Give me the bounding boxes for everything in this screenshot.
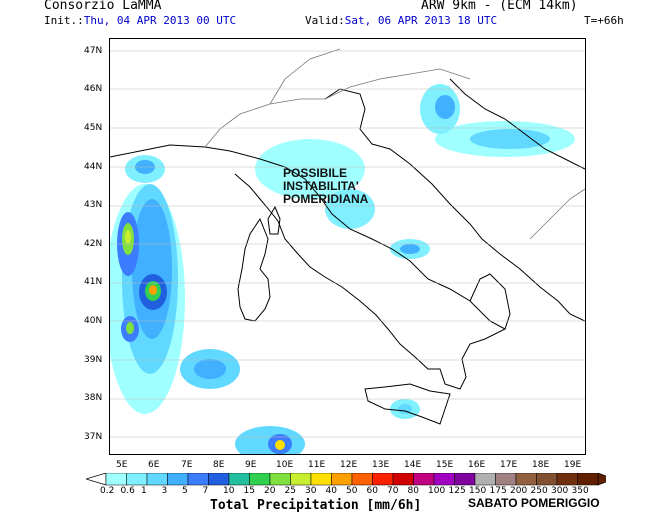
init-date: Thu, 04 APR 2013 00 UTC bbox=[83, 14, 237, 27]
colorbar-label: 3 bbox=[161, 486, 168, 496]
colorbar-label: 350 bbox=[571, 486, 589, 496]
colorbar-label: 60 bbox=[366, 486, 378, 496]
colorbar-swatch bbox=[433, 473, 455, 486]
colorbar-swatch bbox=[372, 473, 394, 486]
colorbar-swatch bbox=[269, 473, 291, 486]
valid-line: Valid:Sat, 06 APR 2013 18 UTC bbox=[305, 14, 497, 27]
colorbar-swatch bbox=[249, 473, 271, 486]
colorbar-label: 1 bbox=[141, 486, 147, 496]
org-title: Consorzio LaMMA bbox=[44, 0, 162, 13]
lat-tick: 40N bbox=[84, 316, 103, 326]
annotation-line-3: POMERIDIANA bbox=[283, 192, 369, 206]
lat-tick: 45N bbox=[84, 123, 103, 133]
lat-tick: 39N bbox=[84, 355, 103, 365]
colorbar-label: 50 bbox=[346, 486, 358, 496]
precip-field-adriatic bbox=[255, 84, 575, 419]
colorbar-label: 100 bbox=[428, 486, 446, 496]
colorbar-label: 250 bbox=[530, 486, 548, 496]
colorbar-swatch bbox=[474, 473, 496, 486]
colorbar-label: 7 bbox=[202, 486, 209, 496]
colorbar-label: 150 bbox=[469, 486, 487, 496]
colorbar-label: 5 bbox=[182, 486, 188, 496]
colorbar-swatch bbox=[556, 473, 578, 486]
lat-tick: 43N bbox=[84, 200, 103, 210]
colorbar-swatch bbox=[577, 473, 599, 486]
colorbar-swatch bbox=[146, 473, 168, 486]
colorbar bbox=[86, 473, 606, 486]
lat-tick: 46N bbox=[84, 84, 103, 94]
colorbar-swatch bbox=[413, 473, 435, 486]
lead-time: T=+66h bbox=[584, 14, 624, 27]
colorbar-swatch bbox=[126, 473, 148, 486]
lon-tick: 15E bbox=[436, 460, 454, 470]
colorbar-label: 0.6 bbox=[120, 486, 135, 496]
lon-tick: 5E bbox=[116, 460, 128, 470]
colorbar-swatch bbox=[228, 473, 250, 486]
colorbar-swatch bbox=[392, 473, 414, 486]
lat-tick: 44N bbox=[84, 162, 103, 172]
init-prefix: Init.: bbox=[44, 14, 84, 27]
init-line: Init.:Thu, 04 APR 2013 00 UTC bbox=[44, 14, 236, 27]
colorbar-swatch bbox=[495, 473, 517, 486]
colorbar-label: 15 bbox=[243, 486, 255, 496]
colorbar-label: 80 bbox=[407, 486, 419, 496]
colorbar-label: 10 bbox=[223, 486, 235, 496]
colorbar-label: 30 bbox=[305, 486, 317, 496]
lat-tick: 38N bbox=[84, 393, 103, 403]
colorbar-swatch bbox=[454, 473, 476, 486]
colorbar-swatch bbox=[167, 473, 189, 486]
colorbar-label: 0.2 bbox=[100, 486, 115, 496]
lon-tick: 6E bbox=[148, 460, 160, 470]
lon-tick: 9E bbox=[245, 460, 257, 470]
coastlines bbox=[110, 78, 585, 425]
colorbar-arrow-left bbox=[86, 473, 107, 486]
precip-field-sardinia-west bbox=[110, 155, 305, 454]
colorbar-swatch bbox=[310, 473, 332, 486]
annotation-line-2: INSTABILITA' bbox=[283, 179, 359, 193]
colorbar-label: 25 bbox=[284, 486, 296, 496]
colorbar-swatch bbox=[105, 473, 127, 486]
colorbar-label: 70 bbox=[387, 486, 399, 496]
colorbar-swatch bbox=[536, 473, 558, 486]
colorbar-label: 200 bbox=[510, 486, 528, 496]
lon-tick: 10E bbox=[276, 460, 294, 470]
lat-tick: 41N bbox=[84, 277, 103, 287]
colorbar-label: 20 bbox=[264, 486, 276, 496]
colorbar-label: 300 bbox=[551, 486, 569, 496]
lon-tick: 12E bbox=[340, 460, 358, 470]
graticule bbox=[110, 50, 585, 438]
colorbar-swatch bbox=[331, 473, 353, 486]
lon-tick: 13E bbox=[372, 460, 390, 470]
lon-tick: 16E bbox=[468, 460, 486, 470]
model-title: ARW 9km - (ECM 14km) bbox=[421, 0, 578, 13]
colorbar-note: SABATO POMERIGGIO bbox=[468, 496, 600, 510]
valid-date: Sat, 06 APR 2013 18 UTC bbox=[344, 14, 498, 27]
colorbar-swatch bbox=[290, 473, 312, 486]
colorbar-swatch bbox=[208, 473, 230, 486]
lon-tick: 14E bbox=[404, 460, 422, 470]
precipitation-map bbox=[109, 38, 586, 455]
lon-tick: 19E bbox=[564, 460, 582, 470]
lon-tick: 7E bbox=[181, 460, 193, 470]
map-annotation: POSSIBILE INSTABILITA' POMERIDIANA bbox=[283, 167, 368, 206]
lon-tick: 8E bbox=[213, 460, 225, 470]
colorbar-title: Total Precipitation [mm/6h] bbox=[210, 498, 422, 513]
colorbar-swatch bbox=[351, 473, 373, 486]
colorbar-swatch bbox=[515, 473, 537, 486]
colorbar-label: 175 bbox=[489, 486, 507, 496]
colorbar-label: 125 bbox=[448, 486, 466, 496]
lat-tick: 42N bbox=[84, 239, 103, 249]
lon-tick: 11E bbox=[308, 460, 326, 470]
annotation-line-1: POSSIBILE bbox=[283, 166, 348, 180]
map-canvas bbox=[110, 48, 585, 454]
lat-tick: 37N bbox=[84, 432, 103, 442]
colorbar-arrow-right bbox=[597, 473, 606, 486]
colorbar-label: 40 bbox=[325, 486, 337, 496]
colorbar-swatch bbox=[187, 473, 209, 486]
lat-tick: 47N bbox=[84, 46, 103, 56]
lon-tick: 17E bbox=[500, 460, 518, 470]
lon-tick: 18E bbox=[532, 460, 550, 470]
valid-prefix: Valid: bbox=[305, 14, 345, 27]
